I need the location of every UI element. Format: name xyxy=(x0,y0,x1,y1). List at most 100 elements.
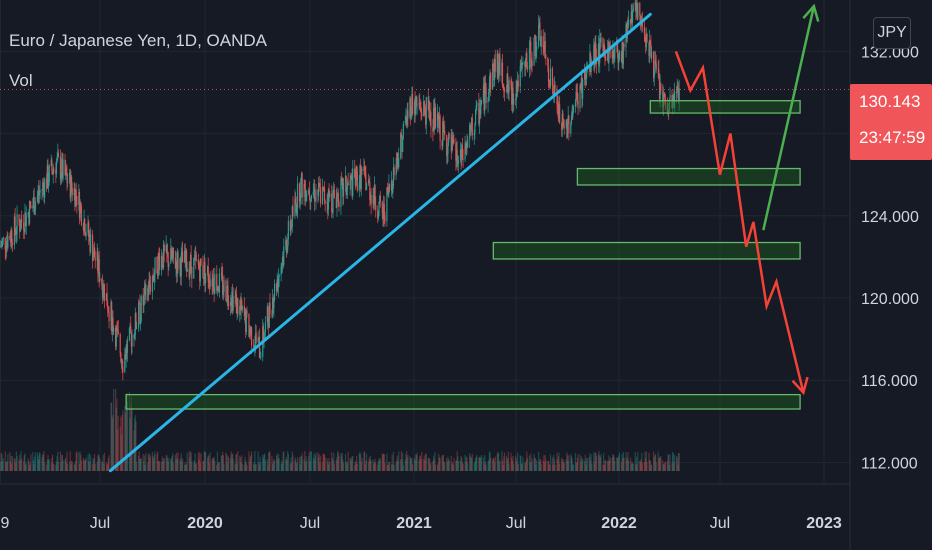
candle-body xyxy=(511,84,513,105)
candle-body xyxy=(425,97,427,125)
candle-body xyxy=(492,63,494,69)
volume-bar xyxy=(406,457,408,471)
volume-bar xyxy=(176,452,178,471)
volume-bar xyxy=(650,464,652,471)
last-price-tag: 130.143 23:47:59 xyxy=(850,84,932,160)
candle-body xyxy=(420,107,422,113)
volume-bar xyxy=(76,451,78,471)
volume-bar xyxy=(631,463,634,471)
volume-bar xyxy=(666,461,668,471)
volume-bar xyxy=(379,460,381,471)
candle-body xyxy=(488,91,490,98)
volume-bar xyxy=(2,458,4,471)
candle-body xyxy=(85,232,87,236)
candle-body xyxy=(27,212,29,215)
support-zones[interactable] xyxy=(125,100,801,410)
candle-body xyxy=(455,143,457,161)
candle-body xyxy=(101,284,104,298)
candle-body xyxy=(36,195,39,202)
volume-bar xyxy=(204,451,206,471)
volume-bar xyxy=(563,463,565,471)
candle-body xyxy=(70,176,72,198)
candle-body xyxy=(322,186,324,188)
volume-bar xyxy=(667,454,669,471)
volume-bar xyxy=(513,464,515,471)
candle-body xyxy=(139,303,141,324)
volume-bar xyxy=(350,460,353,471)
volume-bar xyxy=(73,463,75,471)
volume-bar xyxy=(484,454,486,471)
currency-button[interactable]: JPY xyxy=(873,17,911,49)
candle-body xyxy=(156,257,158,274)
candle-body xyxy=(562,113,564,122)
candle-body xyxy=(581,77,583,99)
candle-body xyxy=(327,201,329,210)
volume-bar xyxy=(487,461,489,471)
candle-body xyxy=(607,48,609,61)
candle-body xyxy=(433,107,435,130)
volume-bar xyxy=(356,463,358,471)
volume-bar xyxy=(627,452,629,471)
volume-bar xyxy=(199,452,201,471)
candle-body xyxy=(650,43,652,58)
volume-bar xyxy=(648,452,650,471)
volume-bar xyxy=(115,407,117,471)
volume-bar xyxy=(115,389,117,471)
candle-body xyxy=(189,254,192,269)
volume-bar xyxy=(547,461,549,471)
candle-body xyxy=(641,21,644,27)
candle-body xyxy=(252,345,255,347)
candle-body xyxy=(654,60,656,73)
volume-bar xyxy=(90,454,92,471)
volume-bar xyxy=(124,406,126,471)
trendline[interactable] xyxy=(108,12,652,473)
volume-bar xyxy=(566,455,569,471)
candle-body xyxy=(526,53,528,67)
candle-body xyxy=(55,161,58,175)
volume-bar xyxy=(433,458,435,471)
candle-body xyxy=(184,250,186,262)
candle-body xyxy=(498,54,500,67)
volume-bar xyxy=(214,461,216,471)
candle-body xyxy=(98,259,100,282)
volume-bar xyxy=(149,455,152,471)
volume-bar xyxy=(367,462,370,471)
candle-body xyxy=(272,297,274,316)
volume-bar xyxy=(138,451,140,471)
candle-body xyxy=(600,37,602,43)
candle-body xyxy=(23,222,25,230)
candle-body xyxy=(327,189,330,210)
volume-bar xyxy=(220,455,222,471)
projection-arrows[interactable] xyxy=(674,3,820,396)
volume-bar xyxy=(212,457,214,471)
volume-bar xyxy=(107,458,109,471)
candle-body xyxy=(354,168,356,178)
candle-body xyxy=(478,102,480,124)
candle-body xyxy=(190,254,192,268)
volume-bar xyxy=(342,459,344,471)
volume-bar xyxy=(453,458,455,471)
candle-body xyxy=(557,107,559,119)
candle-body xyxy=(628,19,630,25)
volume-bar xyxy=(590,454,592,471)
volume-bar xyxy=(89,461,91,471)
volume-bar xyxy=(547,460,550,471)
candle-body xyxy=(617,52,619,63)
candle-body xyxy=(648,42,650,57)
volume-bar xyxy=(585,464,587,471)
candle-body xyxy=(172,247,174,256)
candle-body xyxy=(55,169,57,175)
volume-bar xyxy=(635,464,637,471)
volume-bar xyxy=(406,451,408,471)
candle-body xyxy=(125,346,127,360)
volume-bar xyxy=(268,451,270,471)
candle-body xyxy=(406,116,408,125)
candle-body xyxy=(608,42,610,63)
volume-bar xyxy=(552,464,554,471)
candle-body xyxy=(556,89,558,105)
volume-bar xyxy=(38,452,41,471)
candle-body xyxy=(505,91,508,92)
volume-bar xyxy=(558,452,560,471)
candle-body xyxy=(662,95,665,107)
volume-bar xyxy=(82,457,85,471)
